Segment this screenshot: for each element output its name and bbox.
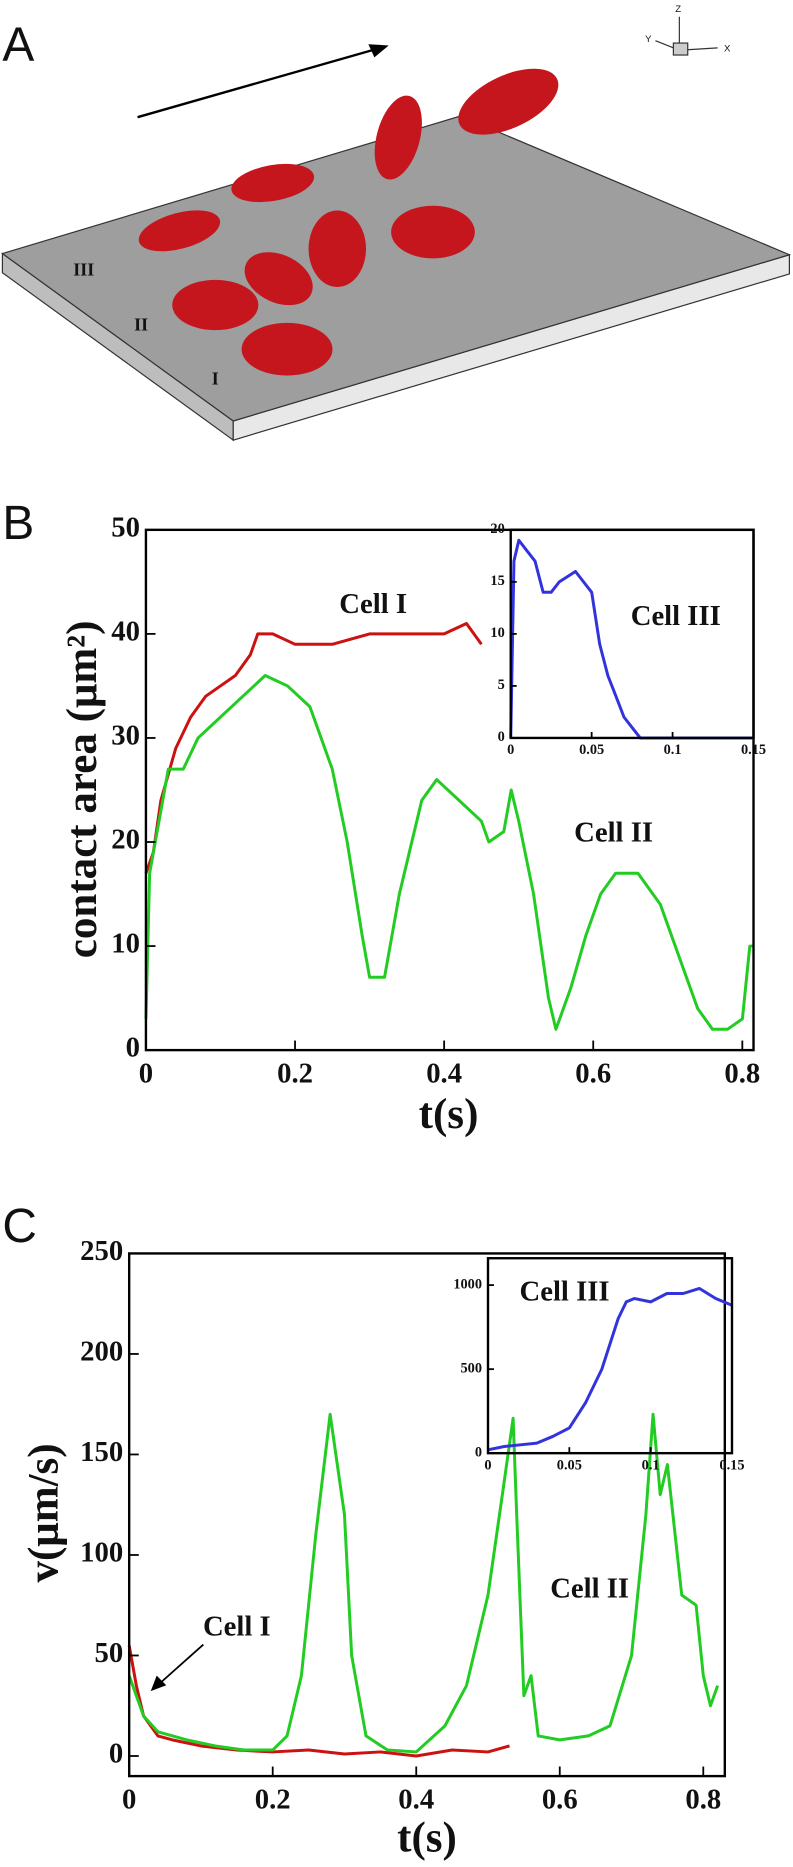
data-line <box>487 1286 733 1452</box>
y-tick-label: 100 <box>80 1537 123 1569</box>
cell <box>308 210 367 288</box>
arrow-head <box>368 44 389 58</box>
y-tick-label: 0 <box>109 1738 123 1770</box>
triad-label: Y <box>645 34 652 45</box>
y-tick-label: 1000 <box>453 1276 482 1292</box>
data-line <box>127 1412 720 1754</box>
y-tick-label: 5 <box>498 677 505 693</box>
x-tick-label: 0.2 <box>255 1784 291 1816</box>
panel-label: A <box>2 18 34 71</box>
cell <box>172 279 259 331</box>
x-tick-label: 0.05 <box>557 1457 582 1473</box>
x-tick-label: 0 <box>122 1784 136 1816</box>
chart: Cell III 0 0.05 0.1 0.15 0 500 1000 <box>453 1257 745 1473</box>
y-tick-label: 200 <box>80 1336 123 1368</box>
panel-label: C <box>2 1200 37 1253</box>
arrow-head <box>150 1675 167 1692</box>
panel-label: B <box>2 497 34 550</box>
y-tick-label: 250 <box>80 1235 123 1267</box>
triad-label: Z <box>675 4 681 15</box>
x-tick-label: 0.15 <box>719 1457 744 1473</box>
x-tick-label: 0.2 <box>277 1058 313 1090</box>
flow-arrow <box>137 46 381 119</box>
y-tick-label: 15 <box>490 573 504 589</box>
x-tick-label: 0.4 <box>426 1058 462 1090</box>
y-tick-label: 30 <box>111 720 140 752</box>
x-axis-label: t(s) <box>419 1091 479 1138</box>
annotation-arrow <box>158 1643 204 1685</box>
y-tick-label: 50 <box>95 1637 124 1669</box>
cells <box>138 68 559 376</box>
x-tick-label: 0.05 <box>579 742 604 758</box>
triad-cube <box>672 42 689 56</box>
x-tick-label: 0.8 <box>685 1784 721 1816</box>
cell <box>244 252 313 306</box>
cell <box>231 163 315 203</box>
y-tick-label: 50 <box>111 511 140 543</box>
y-tick-label: 150 <box>80 1436 123 1468</box>
plot-frame <box>144 528 755 1052</box>
y-tick-label: 0 <box>475 1444 482 1460</box>
series-label: Cell III <box>520 1276 610 1308</box>
x-tick-label: 0.15 <box>741 742 766 758</box>
chart: Cell III 0 0.05 0.1 0.15 0 5 10 15 20 <box>490 521 766 758</box>
x-tick-label: 0.1 <box>664 742 682 758</box>
cell-label: III <box>73 260 94 280</box>
x-axis-label: t(s) <box>397 1815 457 1862</box>
x-tick-label: 0 <box>507 742 514 758</box>
plot-frame <box>127 1252 727 1778</box>
y-tick-label: 10 <box>490 625 504 641</box>
x-tick-label: 0.1 <box>642 1457 660 1473</box>
y-tick-label: 20 <box>111 824 140 856</box>
triad-label: X <box>724 44 731 55</box>
data-line <box>509 538 754 740</box>
y-tick-label: 10 <box>111 928 140 960</box>
y-tick-label: 40 <box>111 615 140 647</box>
series-label: Cell II <box>574 816 653 848</box>
plot-frame <box>486 1257 734 1455</box>
series-label: Cell II <box>550 1572 629 1604</box>
y-tick-label: 0 <box>126 1032 140 1064</box>
y-axis-label: v(μm/s) <box>21 1443 68 1582</box>
cell <box>241 322 333 376</box>
slab-top <box>1 115 792 422</box>
x-tick-label: 0.6 <box>542 1784 578 1816</box>
cell <box>138 210 221 252</box>
series-label: Cell III <box>631 600 721 632</box>
cell-label: I <box>212 368 219 388</box>
data-line <box>144 674 754 1031</box>
chart: Cell I Cell II 0 0.2 0.4 0.6 0.8 0 50 100 150 200 25… <box>2 1200 727 1862</box>
cell <box>391 205 475 259</box>
x-tick-label: 0 <box>484 1457 491 1473</box>
cell <box>374 95 422 180</box>
axes-triad <box>655 16 718 56</box>
series-label: Cell I <box>339 588 407 620</box>
x-tick-label: 0.6 <box>575 1058 611 1090</box>
y-axis-label: contact area (μm²) <box>59 621 106 959</box>
data-line <box>144 621 483 874</box>
cell-label: II <box>134 315 148 335</box>
y-tick-label: 20 <box>490 521 504 537</box>
panel-a: A III II I Z Y X <box>1 4 792 442</box>
y-tick-label: 0 <box>498 729 505 745</box>
plot-frame <box>509 528 755 740</box>
series-label: Cell I <box>203 1611 271 1643</box>
cell <box>458 68 559 135</box>
x-tick-label: 0.8 <box>724 1058 760 1090</box>
y-tick-label: 500 <box>461 1360 483 1376</box>
x-tick-label: 0 <box>139 1058 153 1090</box>
x-tick-label: 0.4 <box>398 1784 434 1816</box>
